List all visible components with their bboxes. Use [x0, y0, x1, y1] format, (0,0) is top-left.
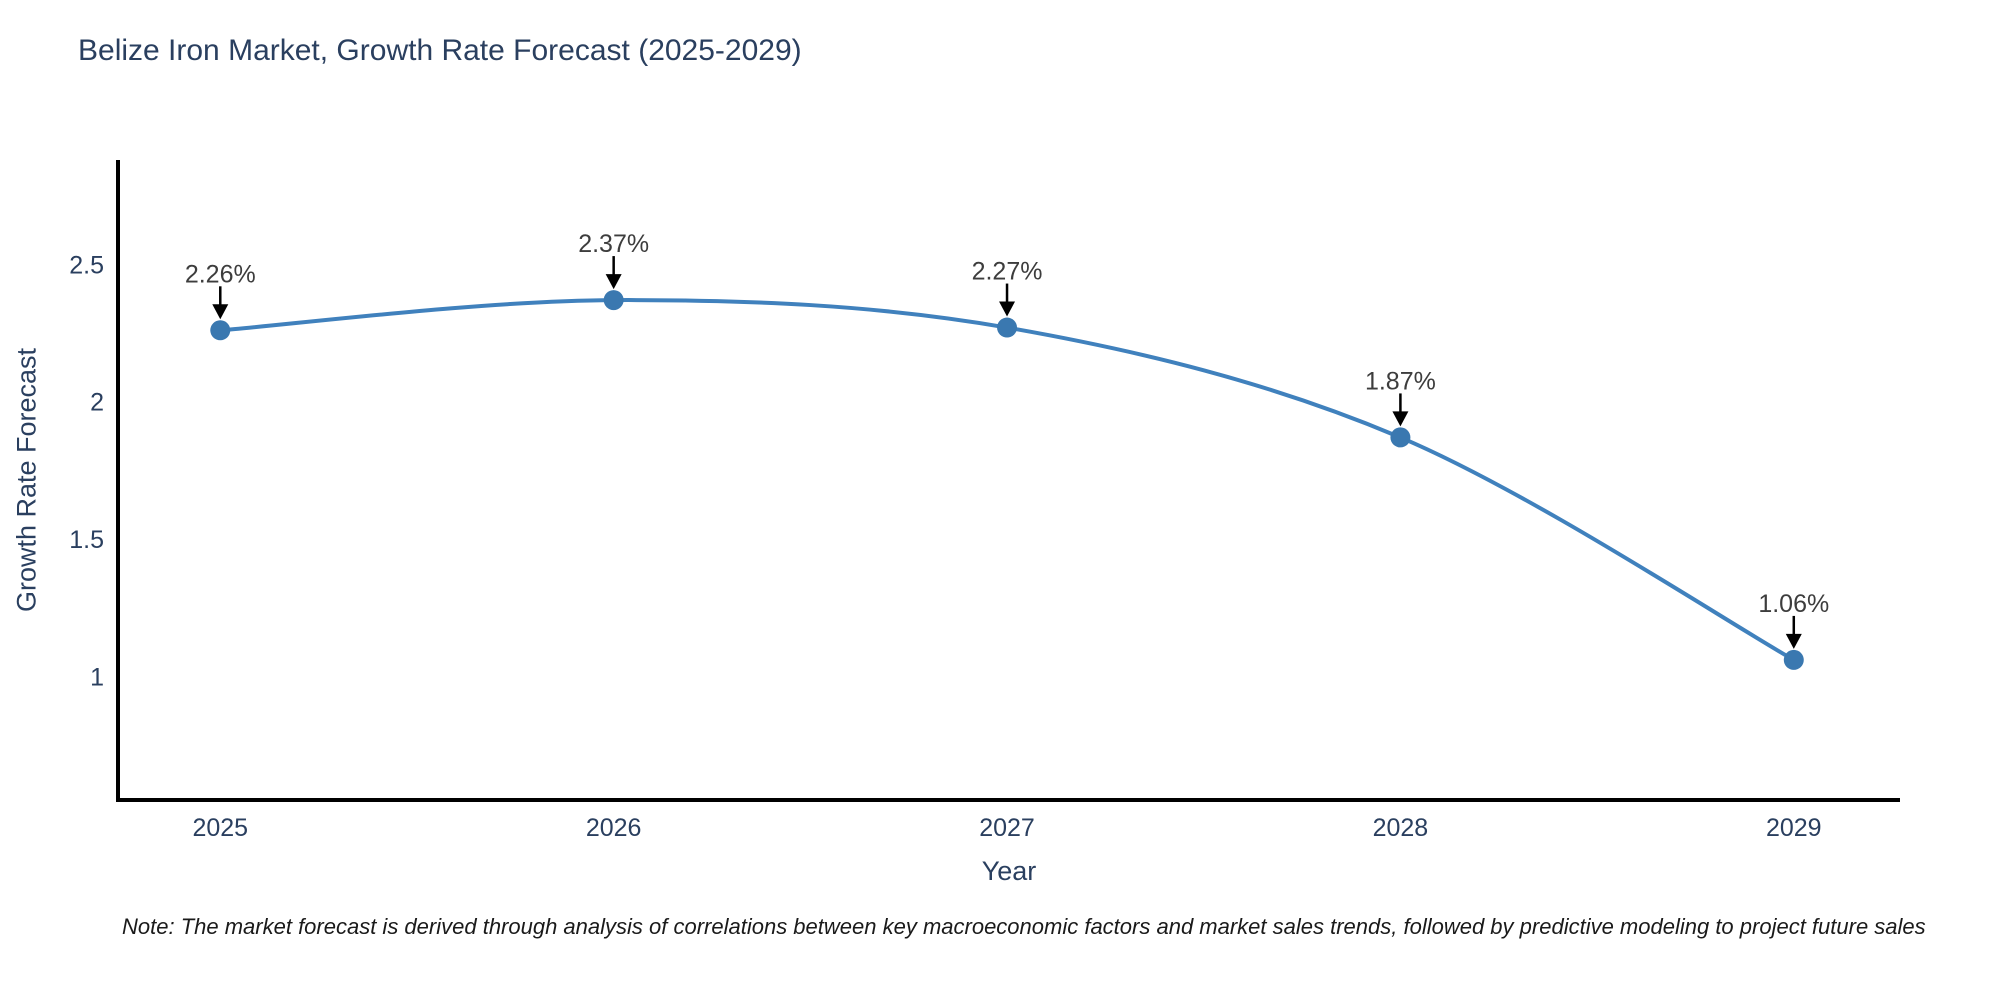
data-point-marker[interactable] [997, 317, 1018, 338]
data-point-marker[interactable] [603, 290, 624, 311]
annotation-arrowhead [1392, 411, 1409, 427]
x-tick-label: 2025 [192, 814, 248, 842]
annotation-arrowhead [605, 274, 622, 290]
point-annotation-label: 2.37% [578, 230, 649, 258]
data-point-marker[interactable] [210, 320, 231, 341]
point-annotation-label: 2.26% [185, 260, 256, 288]
data-point-marker[interactable] [1390, 427, 1411, 448]
point-annotation-label: 1.87% [1365, 367, 1436, 395]
y-tick-label: 1.5 [69, 526, 104, 554]
x-axis-title: Year [981, 856, 1037, 886]
series-line [220, 298, 1795, 662]
x-tick-label: 2026 [586, 814, 642, 842]
x-tick-label: 2027 [979, 814, 1035, 842]
x-tick-label: 2028 [1373, 814, 1429, 842]
y-tick-label: 1 [90, 663, 104, 691]
x-tick-label: 2029 [1766, 814, 1822, 842]
y-tick-label: 2.5 [69, 251, 104, 279]
annotation-arrowhead [212, 304, 229, 320]
annotation-arrowhead [1785, 633, 1802, 649]
y-tick-label: 2 [90, 389, 104, 417]
chart-footnote: Note: The market forecast is derived thr… [122, 914, 1926, 939]
point-annotation-label: 1.06% [1758, 590, 1829, 618]
annotation-arrowhead [999, 301, 1016, 317]
chart-title: Belize Iron Market, Growth Rate Forecast… [78, 34, 802, 67]
data-point-marker[interactable] [1783, 649, 1804, 670]
point-annotation-label: 2.27% [972, 258, 1043, 286]
y-axis-title: Growth Rate Forecast [11, 347, 42, 613]
